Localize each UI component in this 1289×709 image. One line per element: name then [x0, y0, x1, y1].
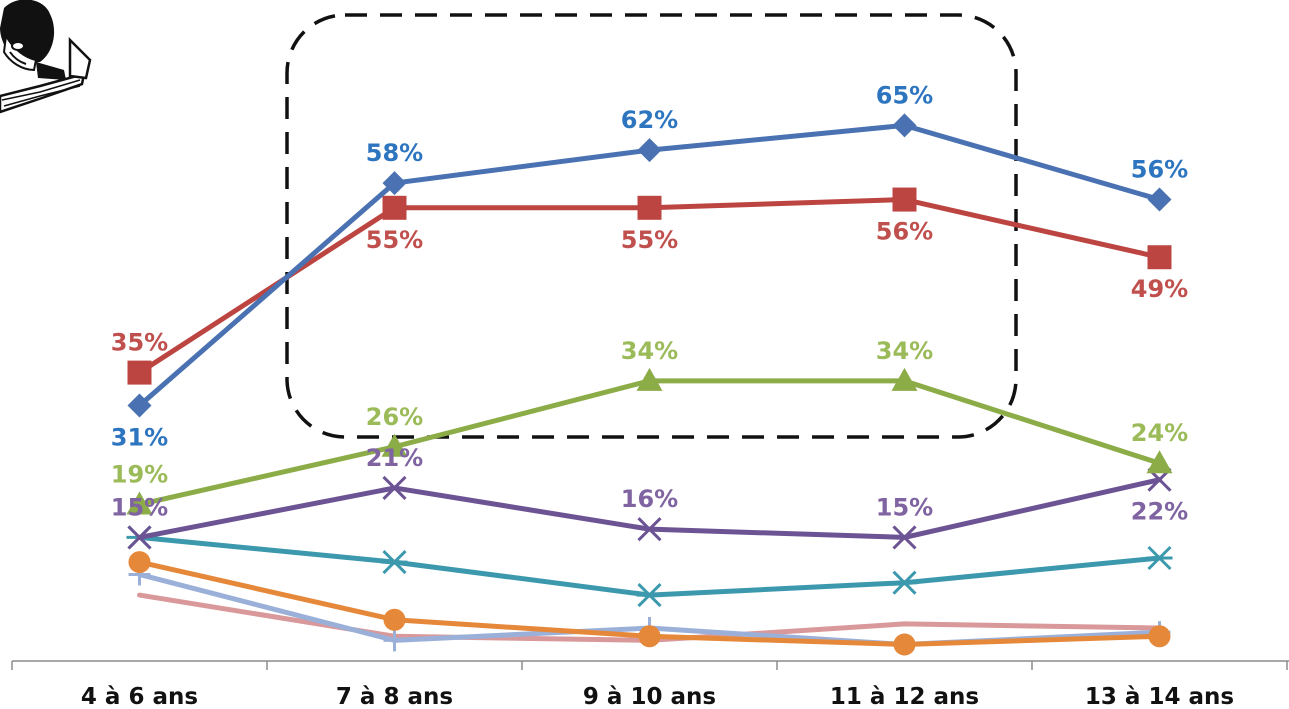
data-label: 21% — [366, 444, 423, 472]
data-point — [1146, 450, 1173, 474]
data-point — [128, 551, 151, 574]
x-tick-label: 7 à 8 ans — [336, 684, 453, 709]
data-point — [891, 367, 918, 391]
data-label: 34% — [876, 337, 933, 365]
data-point — [127, 393, 152, 418]
series-3 — [126, 367, 1173, 515]
data-label: 34% — [621, 337, 678, 365]
data-point — [637, 138, 662, 163]
data-label: 31% — [111, 424, 168, 452]
x-tick-label: 13 à 14 ans — [1085, 684, 1234, 709]
data-point — [637, 195, 662, 220]
data-point — [893, 633, 916, 656]
data-point — [382, 171, 407, 196]
x-tick-label: 4 à 6 ans — [81, 684, 198, 709]
x-axis: 4 à 6 ans 7 à 8 ans 9 à 10 ans 11 à 12 ans 1… — [11, 660, 1289, 709]
data-point — [636, 583, 663, 608]
series-layer — [126, 113, 1173, 656]
series-6 — [128, 551, 1171, 656]
series-line — [137, 534, 1162, 598]
reading-boy-icon — [0, 0, 92, 114]
data-point — [1146, 545, 1173, 571]
data-label: 49% — [1131, 275, 1188, 303]
data-point — [1148, 625, 1171, 648]
data-label: 24% — [1131, 419, 1188, 447]
data-point — [126, 491, 153, 515]
data-label: 26% — [366, 403, 423, 431]
data-label: 56% — [876, 218, 933, 246]
series-2 — [127, 187, 1172, 385]
data-point — [382, 195, 407, 220]
x-tick-label: 11 à 12 ans — [830, 684, 979, 709]
data-point — [892, 113, 917, 138]
data-label: 55% — [621, 226, 678, 254]
data-point — [382, 475, 407, 501]
data-point — [638, 625, 661, 648]
data-label: 22% — [1131, 498, 1188, 526]
data-label: 15% — [111, 493, 168, 521]
data-point — [892, 525, 917, 550]
data-point — [381, 550, 408, 575]
data-point — [892, 187, 917, 212]
x-tick-label: 9 à 10 ans — [583, 684, 716, 709]
data-label: 15% — [876, 493, 933, 521]
data-label: 19% — [111, 460, 168, 488]
data-labels: 15% 21% 16% 15% 22% 19% 26% 34% 34% 24% 35% 55% 55% 5… — [111, 81, 1188, 525]
data-label: 58% — [366, 139, 423, 167]
data-point — [127, 360, 152, 385]
data-label: 16% — [621, 485, 678, 513]
data-point — [891, 570, 918, 595]
data-label: 35% — [111, 329, 168, 357]
series-4 — [127, 467, 1172, 550]
data-point — [381, 433, 408, 457]
data-point — [1147, 187, 1172, 212]
data-label: 65% — [876, 81, 933, 109]
data-label: 62% — [621, 106, 678, 134]
data-point — [383, 608, 406, 631]
data-label: 56% — [1131, 156, 1188, 184]
data-point — [127, 525, 152, 550]
data-point — [636, 367, 663, 391]
series-1 — [127, 113, 1172, 418]
data-label: 55% — [366, 226, 423, 254]
data-point — [383, 629, 406, 652]
data-point — [637, 517, 662, 542]
data-point — [1147, 245, 1172, 270]
